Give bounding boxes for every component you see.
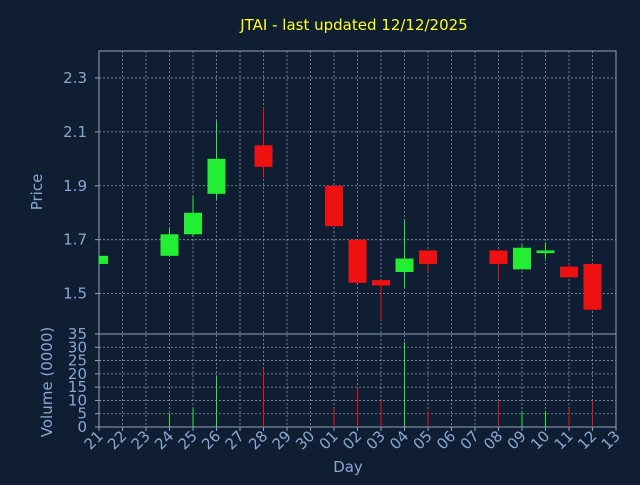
candle-body bbox=[560, 266, 578, 278]
price-tick-label: 1.7 bbox=[63, 231, 87, 249]
chart-title: JTAI - last updated 12/12/2025 bbox=[239, 16, 467, 34]
candle-body bbox=[207, 158, 226, 194]
price-tick-label: 2.3 bbox=[63, 69, 87, 87]
candle-body bbox=[99, 255, 108, 264]
volume-bars-layer bbox=[169, 341, 593, 427]
candle-body bbox=[254, 145, 273, 167]
volume-tick-label: 35 bbox=[68, 325, 87, 343]
price-tick-label: 1.5 bbox=[63, 285, 87, 303]
x-tick-label: 07 bbox=[457, 427, 483, 453]
x-tick-label: 08 bbox=[480, 427, 506, 453]
x-axis-label: Day bbox=[333, 458, 363, 476]
x-tick-label: 04 bbox=[386, 427, 412, 453]
candle-body bbox=[536, 250, 555, 254]
x-tick-label: 25 bbox=[175, 427, 201, 453]
price-tick-label: 2.1 bbox=[63, 123, 87, 141]
x-tick-label: 09 bbox=[504, 427, 530, 453]
x-tick-label: 26 bbox=[198, 427, 224, 453]
x-tick-label: 22 bbox=[104, 427, 130, 453]
x-tick-label: 03 bbox=[363, 427, 389, 453]
x-tick-label: 23 bbox=[128, 427, 154, 453]
volume-tick-label: 30 bbox=[68, 338, 87, 356]
volume-axis-label: Volume (0000) bbox=[38, 327, 56, 437]
x-tick-labels: 2122232425262728293001020304050607080910… bbox=[81, 427, 624, 453]
candle-body bbox=[160, 234, 179, 256]
volume-tick-label: 0 bbox=[77, 418, 87, 436]
x-tick-label: 13 bbox=[598, 427, 624, 453]
candle-body bbox=[325, 185, 343, 227]
x-tick-label: 10 bbox=[527, 427, 553, 453]
x-tick-label: 12 bbox=[574, 427, 600, 453]
candle-body bbox=[372, 280, 390, 286]
x-tick-label: 29 bbox=[269, 427, 295, 453]
candle-body bbox=[348, 239, 367, 283]
candle-body bbox=[419, 250, 437, 264]
candles-layer bbox=[98, 107, 602, 321]
volume-tick-label: 25 bbox=[68, 352, 87, 370]
price-tick-label: 1.9 bbox=[63, 177, 87, 195]
candle-body bbox=[489, 250, 508, 264]
x-tick-label: 27 bbox=[222, 427, 248, 453]
candle-body bbox=[513, 247, 531, 270]
price-axis-label: Price bbox=[28, 174, 46, 211]
candle-body bbox=[395, 258, 414, 273]
volume-tick-label: 15 bbox=[68, 378, 87, 396]
x-tick-label: 28 bbox=[245, 427, 271, 453]
x-tick-label: 02 bbox=[339, 427, 365, 453]
volume-tick-label: 5 bbox=[77, 405, 87, 423]
grid bbox=[99, 51, 616, 427]
x-tick-label: 24 bbox=[151, 427, 177, 453]
candle-body bbox=[583, 263, 602, 310]
x-tick-label: 05 bbox=[410, 427, 436, 453]
x-tick-label: 01 bbox=[316, 427, 342, 453]
x-tick-label: 30 bbox=[292, 427, 318, 453]
volume-tick-label: 10 bbox=[68, 391, 87, 409]
volume-tick-label: 20 bbox=[68, 365, 87, 383]
x-tick-label: 11 bbox=[551, 427, 577, 453]
x-tick-label: 06 bbox=[433, 427, 459, 453]
candle-body bbox=[184, 212, 202, 235]
